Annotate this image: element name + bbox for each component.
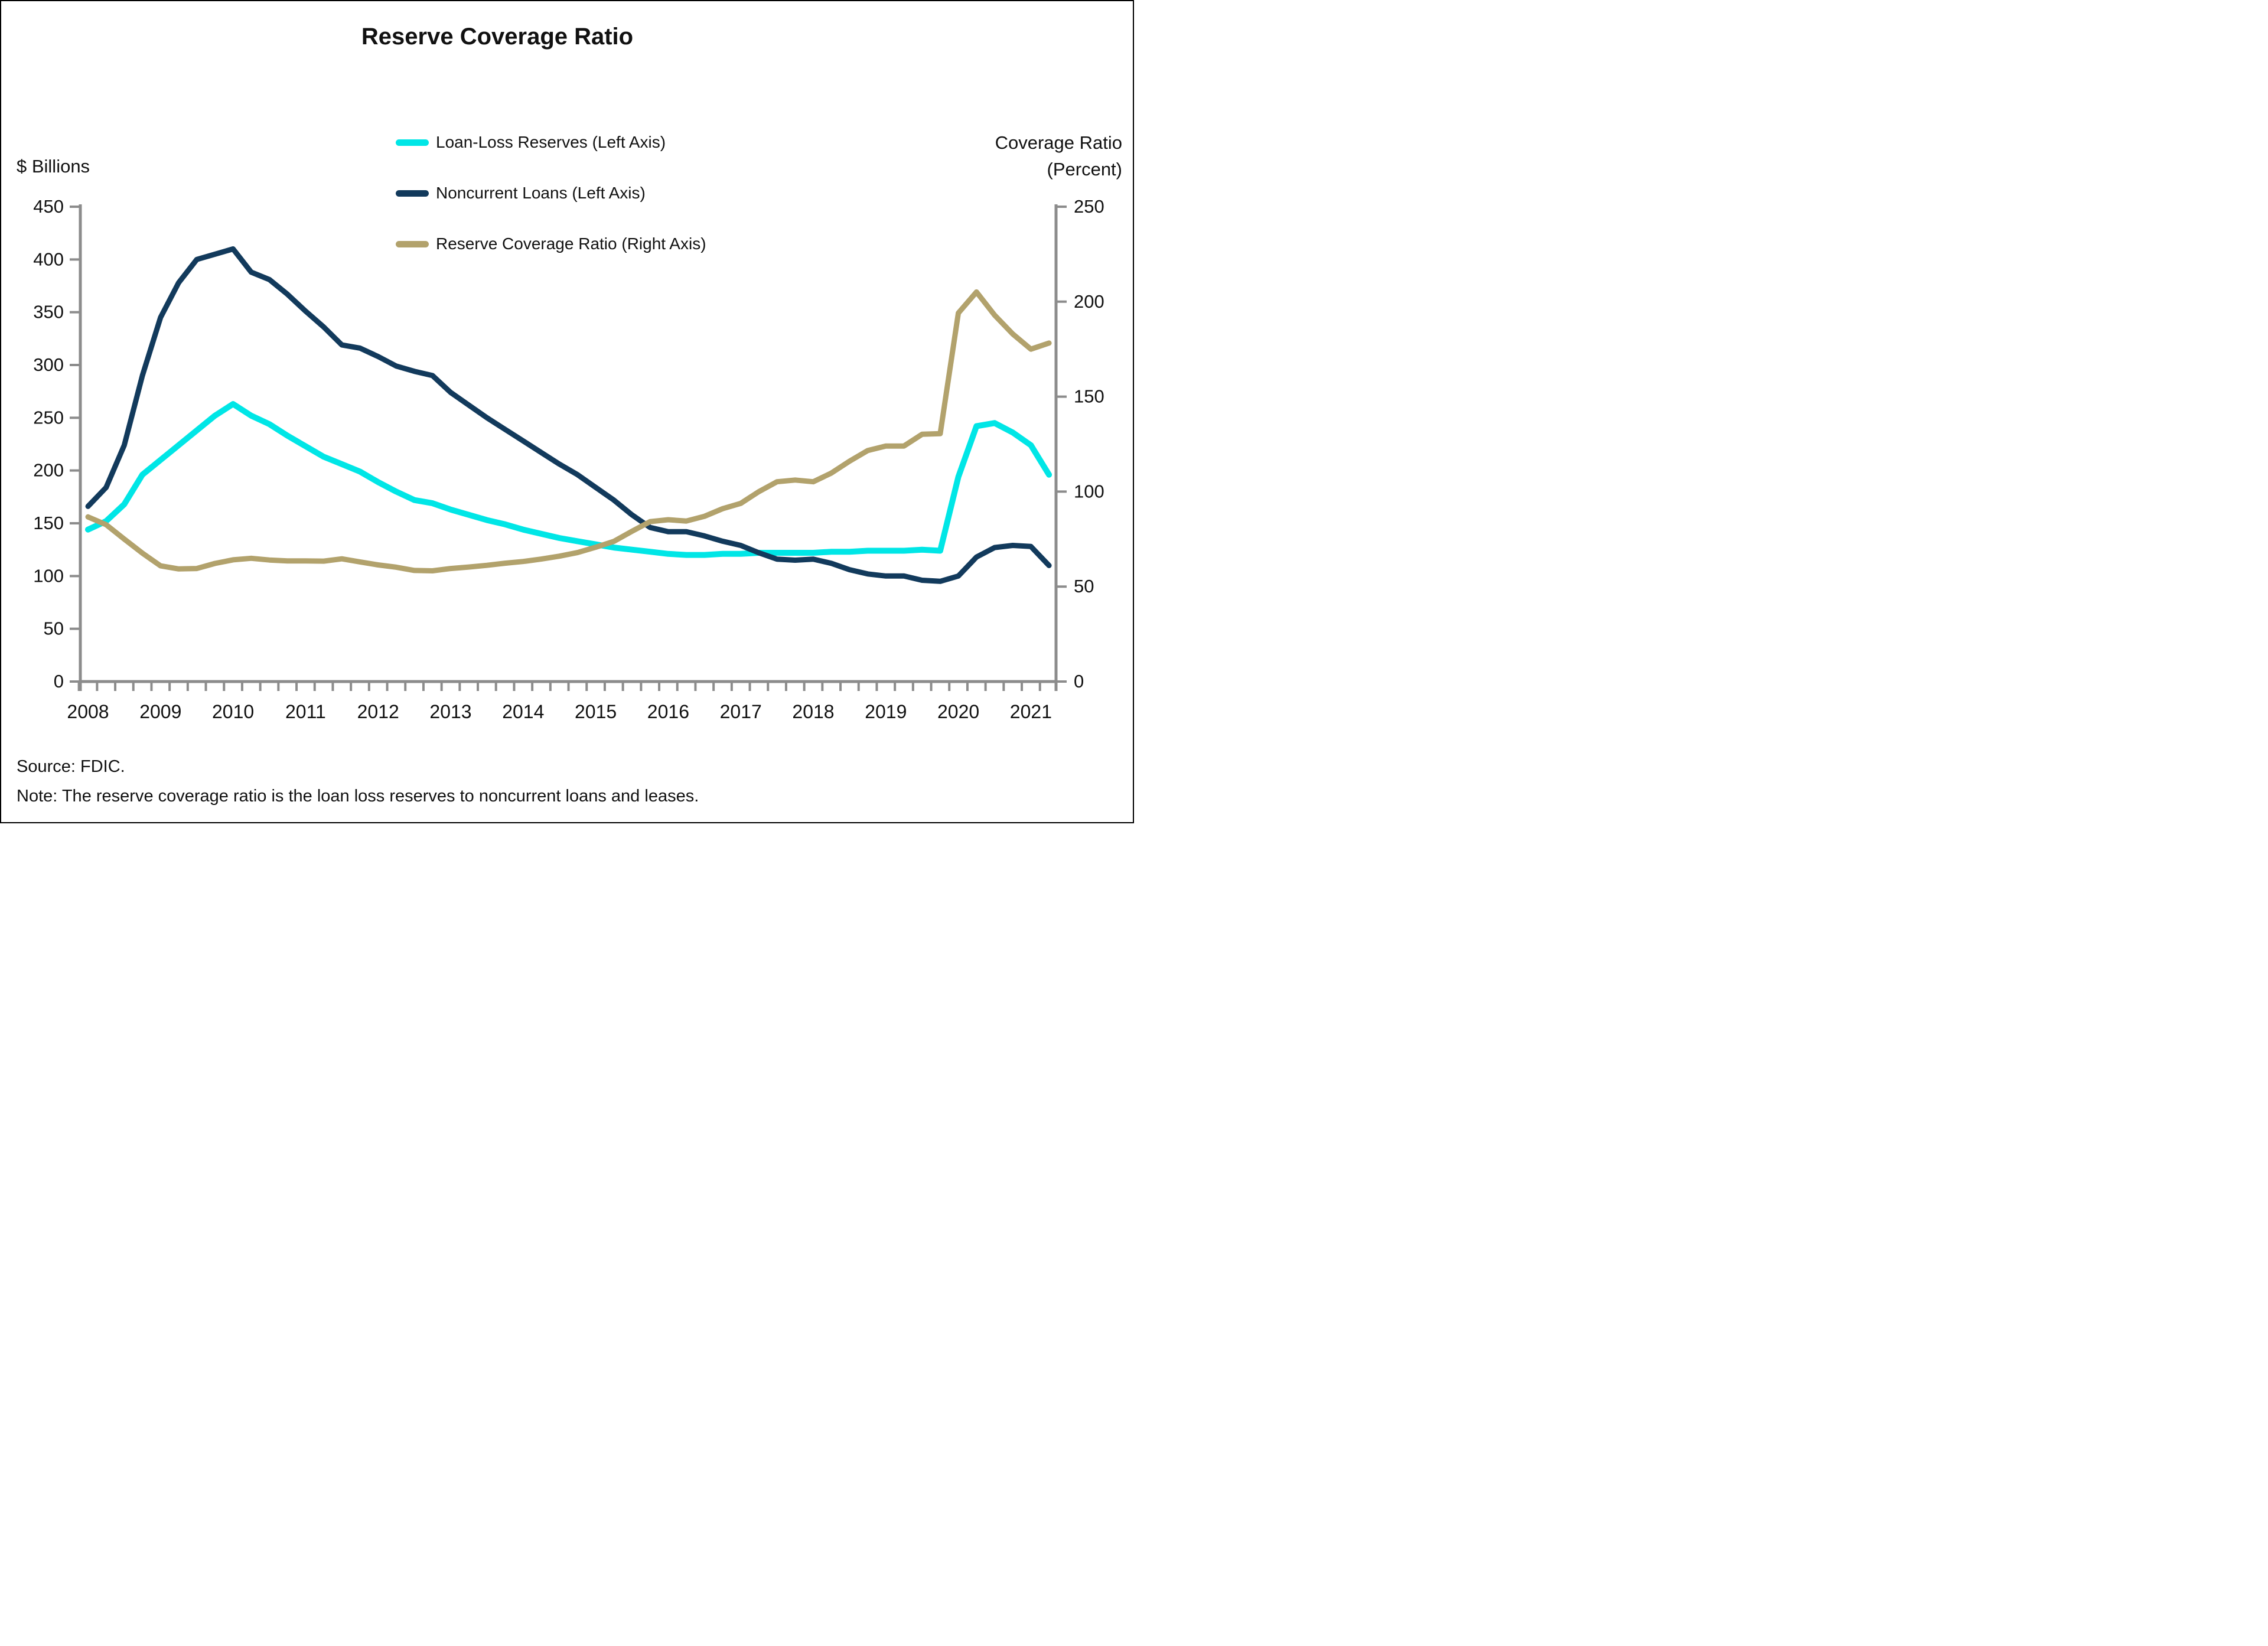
x-axis-year-label: 2013 <box>429 701 471 722</box>
series-line-loan-loss-reserves <box>85 401 1052 558</box>
legend-swatch-loan-loss-reserves-icon <box>396 139 429 146</box>
x-axis-year-label: 2012 <box>357 701 399 722</box>
left-axis-tick-label: 0 <box>54 671 64 692</box>
left-axis-tick-label: 100 <box>33 565 64 586</box>
right-axis-title-line1: Coverage Ratio <box>995 132 1122 153</box>
left-axis-tick-label: 200 <box>33 460 64 481</box>
legend-item-noncurrent-loans: Noncurrent Loans (Left Axis) <box>396 183 706 203</box>
legend-label-noncurrent-loans: Noncurrent Loans (Left Axis) <box>436 184 646 202</box>
source-text: Source: FDIC. <box>17 757 125 776</box>
note-text: Note: The reserve coverage ratio is the … <box>17 787 699 806</box>
left-axis-tick-label: 250 <box>33 407 64 428</box>
legend-swatch-reserve-coverage-ratio-icon <box>396 240 429 247</box>
series-line-noncurrent-loans <box>85 246 1052 584</box>
right-axis-tick-label: 50 <box>1074 576 1094 597</box>
x-axis-year-label: 2020 <box>937 701 979 722</box>
chart-title: Reserve Coverage Ratio <box>361 24 634 50</box>
source-note-block: Source: FDIC. Note: The reserve coverage… <box>17 752 699 812</box>
legend-swatch-noncurrent-loans-icon <box>396 190 429 197</box>
chart-canvas: 0 50 100 150 200 250 300 350 400 450 0 50 100 150 200 2… <box>33 196 1104 722</box>
right-axis-tick-label: 250 <box>1074 196 1104 217</box>
x-axis-year-label: 2011 <box>285 701 326 722</box>
right-axis-tick-label: 100 <box>1074 481 1104 501</box>
x-axis-year-label: 2015 <box>575 701 617 722</box>
chart-legend: Loan-Loss Reserves (Left Axis) Noncurren… <box>396 132 706 285</box>
right-axis-tick-label: 150 <box>1074 386 1104 407</box>
left-axis-tick-label: 50 <box>44 618 64 639</box>
legend-label-reserve-coverage-ratio: Reserve Coverage Ratio (Right Axis) <box>436 234 706 253</box>
left-axis-tick-label: 150 <box>33 513 64 533</box>
legend-label-loan-loss-reserves: Loan-Loss Reserves (Left Axis) <box>436 133 666 151</box>
left-axis-title: $ Billions <box>17 156 90 177</box>
x-axis-year-label: 2016 <box>647 701 689 722</box>
left-axis-tick-label: 300 <box>33 354 64 375</box>
x-axis-year-label: 2021 <box>1010 701 1052 722</box>
x-axis-year-label: 2018 <box>792 701 834 722</box>
left-axis-tick-label: 450 <box>33 196 64 217</box>
legend-item-reserve-coverage-ratio: Reserve Coverage Ratio (Right Axis) <box>396 234 706 254</box>
chart-figure: Reserve Coverage Ratio $ Billions Covera… <box>0 0 1134 823</box>
x-axis-year-label: 2017 <box>720 701 762 722</box>
right-axis-tick-label: 0 <box>1074 671 1084 692</box>
right-axis-title-line2: (Percent) <box>1047 158 1122 180</box>
left-axis-tick-label: 350 <box>33 302 64 322</box>
x-axis-year-label: 2010 <box>212 701 254 722</box>
x-axis-year-label: 2014 <box>502 701 544 722</box>
right-axis-tick-label: 200 <box>1074 291 1104 312</box>
series-line-reserve-coverage-ratio <box>85 289 1052 573</box>
legend-item-loan-loss-reserves: Loan-Loss Reserves (Left Axis) <box>396 132 706 152</box>
x-axis-year-label: 2008 <box>67 701 109 722</box>
right-axis-title: Coverage Ratio (Percent) <box>933 130 1122 183</box>
left-axis-tick-label: 400 <box>33 249 64 269</box>
x-axis-year-label: 2009 <box>139 701 181 722</box>
x-axis-year-label: 2019 <box>865 701 907 722</box>
